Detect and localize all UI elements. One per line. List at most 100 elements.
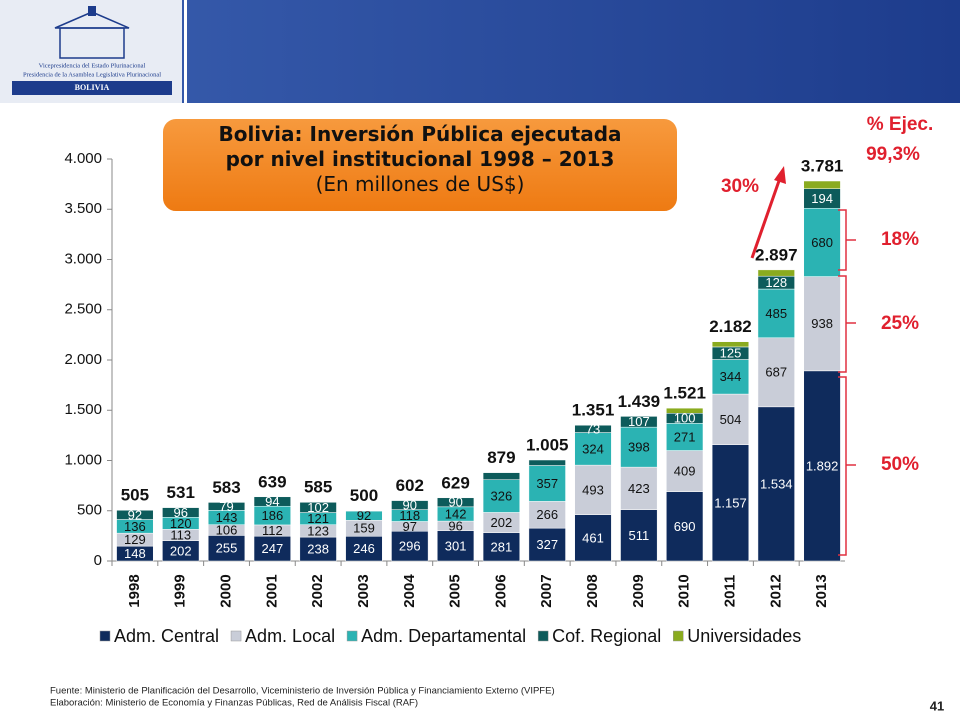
x-tick-label: 2010 [676,574,693,607]
x-tick-label: 2009 [630,574,647,607]
x-tick-label: 1998 [126,574,143,607]
bar-segment [529,460,566,466]
data-label: 73 [586,421,600,436]
bar-segment [804,181,841,189]
x-tick-label: 2011 [721,575,738,608]
legend-swatch [231,631,241,641]
y-tick-label: 4.000 [64,150,102,167]
data-label: 344 [720,369,742,384]
header-country: BOLIVIA [75,83,110,92]
x-tick-label: 2008 [584,574,601,607]
data-label: 1.157 [714,495,747,510]
source-note: Elaboración: Ministerio de Economía y Fi… [50,698,418,709]
y-tick-label: 3.500 [64,200,102,217]
data-label: 398 [628,440,650,455]
y-tick-label: 2.500 [64,301,102,318]
total-label: 1.439 [618,392,661,411]
total-label: 531 [167,483,195,502]
bar-segment [758,270,795,276]
x-tick-label: 2002 [309,574,326,607]
data-label: 125 [720,346,742,361]
arrow-head [774,166,786,184]
header-divider [184,0,187,103]
x-tick-label: 2000 [218,574,235,607]
page-number: 41 [930,698,944,713]
bar-segment [666,408,703,413]
data-label: 271 [674,429,696,444]
legend-label: Adm. Local [245,626,335,646]
x-tick-label: 2013 [813,574,830,607]
total-label: 1.351 [572,401,615,420]
data-label: 107 [628,414,650,429]
total-label: 3.781 [801,156,844,175]
title-wrap: Bolivia: Inversión Pública ejecutada por… [170,120,670,210]
x-tick-label: 2005 [447,574,464,607]
annotation: 25% [881,313,919,334]
data-label: 461 [582,530,604,545]
data-label: 327 [536,537,558,552]
total-label: 2.182 [709,317,752,336]
data-label: 90 [448,495,462,510]
total-label: 585 [304,478,332,497]
chart-subtitle: (En millones de US$) [170,172,670,197]
data-label: 102 [307,500,329,515]
x-tick-label: 2003 [355,574,372,607]
data-label: 296 [399,539,421,554]
data-label: 504 [720,412,742,427]
data-label: 938 [811,316,833,331]
brace [838,210,856,270]
legend-label: Adm. Central [114,626,219,646]
annotation: 18% [881,229,919,250]
data-label: 485 [765,306,787,321]
total-label: 500 [350,486,378,505]
y-tick-label: 3.000 [64,250,102,267]
data-label: 409 [674,464,696,479]
legend-swatch [347,631,357,641]
data-label: 511 [628,528,649,543]
data-label: 90 [403,498,417,513]
total-label: 879 [487,448,515,467]
data-label: 493 [582,482,604,497]
data-label: 301 [445,538,467,553]
data-label: 202 [170,543,192,558]
total-label: 639 [258,472,286,491]
data-label: 92 [357,508,371,523]
data-label: 238 [307,541,329,556]
plot: 05001.0001.5002.0002.5003.0003.5004.0001… [64,150,845,646]
y-tick-label: 1.500 [64,401,102,418]
data-label: 194 [811,191,833,206]
data-label: 1.892 [806,458,839,473]
legend-label: Adm. Departamental [361,626,526,646]
data-label: 281 [491,539,513,554]
annotation: 30% [721,176,759,197]
data-label: 266 [536,507,558,522]
bar-segment [483,473,520,480]
x-tick-label: 2006 [492,574,509,607]
data-label: 94 [265,494,279,509]
brace [838,377,856,555]
data-label: 202 [491,515,513,530]
data-label: 690 [674,519,696,534]
data-label: 92 [128,507,142,522]
data-label: 112 [262,523,283,538]
total-label: 1.521 [663,384,706,403]
data-label: 128 [765,275,787,290]
data-label: 1.534 [760,476,793,491]
y-tick-label: 1.000 [64,451,102,468]
bar-segment [712,342,749,347]
data-label: 357 [536,476,558,491]
annotation: % Ejec. [867,114,934,135]
total-label: 583 [212,478,240,497]
total-label: 2.897 [755,245,798,264]
chart-title: Bolivia: Inversión Pública ejecutada por… [170,122,670,172]
x-tick-label: 2012 [767,574,784,607]
source-note: Fuente: Ministerio de Planificación del … [50,686,555,697]
total-label: 602 [396,476,424,495]
annotation: 99,3% [866,144,920,165]
data-label: 129 [124,532,146,547]
data-label: 423 [628,481,650,496]
y-tick-label: 0 [94,552,102,569]
data-label: 186 [261,508,283,523]
legend-swatch [673,631,683,641]
x-tick-label: 2007 [538,574,555,607]
